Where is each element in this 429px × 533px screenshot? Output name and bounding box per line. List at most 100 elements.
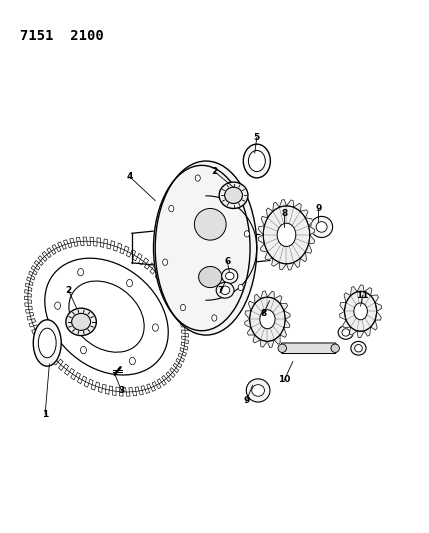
Ellipse shape: [155, 161, 257, 335]
Ellipse shape: [66, 308, 97, 336]
Polygon shape: [349, 327, 357, 335]
Circle shape: [130, 357, 136, 365]
Text: 9: 9: [243, 397, 249, 406]
Ellipse shape: [351, 342, 366, 355]
Ellipse shape: [69, 281, 144, 352]
Ellipse shape: [216, 282, 234, 298]
Text: 10: 10: [278, 375, 290, 384]
Polygon shape: [340, 303, 346, 311]
Ellipse shape: [278, 344, 287, 352]
Polygon shape: [267, 340, 274, 348]
Polygon shape: [279, 200, 287, 207]
Text: 3: 3: [118, 386, 124, 395]
Text: 8: 8: [281, 209, 287, 218]
Polygon shape: [357, 285, 364, 292]
Polygon shape: [344, 293, 350, 303]
Polygon shape: [287, 262, 294, 270]
Ellipse shape: [221, 286, 230, 294]
Polygon shape: [305, 244, 312, 253]
Ellipse shape: [45, 258, 168, 375]
Ellipse shape: [354, 303, 367, 320]
Polygon shape: [261, 291, 267, 299]
Polygon shape: [280, 303, 287, 311]
Ellipse shape: [243, 144, 270, 178]
Ellipse shape: [199, 266, 222, 288]
Polygon shape: [339, 311, 346, 320]
Circle shape: [163, 259, 168, 265]
Polygon shape: [258, 226, 264, 235]
Ellipse shape: [38, 328, 56, 358]
Ellipse shape: [331, 344, 339, 352]
Ellipse shape: [252, 385, 264, 396]
Polygon shape: [267, 292, 274, 299]
Circle shape: [245, 231, 249, 237]
Polygon shape: [284, 319, 290, 328]
Polygon shape: [364, 288, 372, 296]
Polygon shape: [375, 311, 381, 320]
Text: 1: 1: [42, 410, 48, 419]
Text: 4: 4: [127, 172, 133, 181]
Polygon shape: [273, 202, 279, 212]
Polygon shape: [261, 216, 268, 226]
Polygon shape: [253, 335, 261, 343]
Ellipse shape: [246, 379, 270, 402]
Ellipse shape: [338, 326, 353, 340]
Ellipse shape: [260, 310, 275, 329]
Circle shape: [169, 205, 174, 212]
Text: 11: 11: [356, 291, 369, 300]
Text: 7151  2100: 7151 2100: [20, 29, 103, 43]
Polygon shape: [305, 218, 313, 226]
Circle shape: [212, 315, 217, 321]
Circle shape: [81, 346, 87, 354]
Circle shape: [54, 302, 60, 309]
Polygon shape: [272, 259, 279, 266]
Polygon shape: [294, 259, 300, 268]
Ellipse shape: [316, 222, 327, 232]
Polygon shape: [248, 301, 255, 311]
Polygon shape: [300, 210, 308, 218]
Text: 2: 2: [211, 167, 218, 176]
FancyBboxPatch shape: [281, 343, 336, 353]
Ellipse shape: [226, 272, 234, 280]
Polygon shape: [300, 252, 307, 262]
Polygon shape: [371, 320, 377, 330]
Ellipse shape: [342, 329, 350, 336]
Circle shape: [78, 269, 84, 276]
Polygon shape: [343, 320, 350, 328]
Polygon shape: [308, 226, 315, 235]
Text: 8: 8: [260, 310, 266, 319]
Circle shape: [238, 284, 243, 290]
Ellipse shape: [311, 216, 332, 238]
Text: 6: 6: [224, 257, 230, 266]
Polygon shape: [245, 319, 251, 328]
Polygon shape: [274, 296, 282, 304]
Polygon shape: [364, 327, 371, 336]
Polygon shape: [308, 235, 314, 244]
Polygon shape: [294, 204, 301, 212]
Text: 9: 9: [315, 204, 321, 213]
Polygon shape: [247, 328, 255, 335]
Polygon shape: [284, 311, 290, 319]
Polygon shape: [375, 303, 382, 311]
Ellipse shape: [343, 289, 379, 334]
Ellipse shape: [248, 150, 265, 172]
Ellipse shape: [33, 320, 61, 366]
Polygon shape: [287, 200, 294, 207]
Polygon shape: [265, 252, 273, 260]
Circle shape: [227, 185, 232, 192]
Polygon shape: [261, 340, 267, 347]
Polygon shape: [371, 295, 378, 303]
Polygon shape: [279, 262, 287, 270]
Circle shape: [152, 324, 158, 331]
Ellipse shape: [260, 203, 313, 268]
Polygon shape: [357, 331, 364, 338]
Ellipse shape: [72, 313, 91, 330]
Text: 2: 2: [65, 286, 72, 295]
Circle shape: [181, 304, 186, 311]
Polygon shape: [350, 286, 357, 296]
Polygon shape: [245, 311, 251, 319]
Ellipse shape: [194, 208, 226, 240]
Polygon shape: [258, 235, 264, 244]
Circle shape: [127, 279, 133, 287]
Polygon shape: [266, 208, 273, 218]
